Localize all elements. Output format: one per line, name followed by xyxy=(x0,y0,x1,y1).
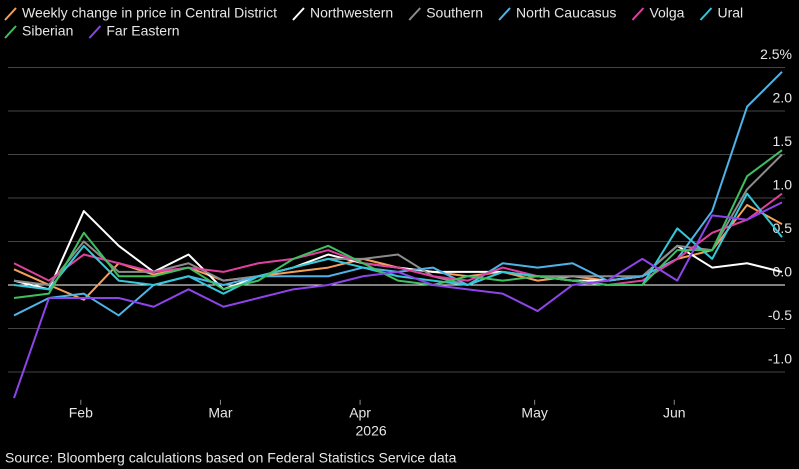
series-line xyxy=(13,203,783,301)
y-tick-label: 1.0 xyxy=(773,177,793,193)
legend-label: Ural xyxy=(717,5,743,21)
x-tick-label: May xyxy=(521,405,547,421)
legend-swatch xyxy=(408,7,421,21)
x-tick-label: Apr xyxy=(349,405,371,421)
series-line xyxy=(13,149,783,300)
legend-label: North Caucasus xyxy=(516,5,616,21)
y-tick-label: 2.5% xyxy=(760,46,792,62)
series-line xyxy=(13,192,783,295)
y-tick-label: 1.5 xyxy=(773,133,793,149)
legend-swatch xyxy=(4,7,17,21)
x-tick-label: Jun xyxy=(663,405,686,421)
y-tick-label: 2.0 xyxy=(773,90,793,106)
series-line xyxy=(13,210,783,291)
y-tick-label: -1.0 xyxy=(768,351,792,367)
source: Source: Bloomberg calculations based on … xyxy=(5,450,457,466)
x-axis-label: 2026 xyxy=(356,423,387,439)
legend-swatch xyxy=(4,25,17,39)
y-tick-label: 0.0 xyxy=(773,264,793,280)
y-tick-label: -0.5 xyxy=(768,307,792,323)
legend-label: Far Eastern xyxy=(106,23,179,39)
legend-swatch xyxy=(631,7,645,21)
legend-swatch xyxy=(699,7,713,21)
legend-swatch xyxy=(498,7,511,21)
x-tick-label: Mar xyxy=(208,405,232,421)
legend-label: Volga xyxy=(649,5,684,21)
series-line xyxy=(13,201,783,399)
x-tick-label: Feb xyxy=(69,405,93,421)
legend-label: Northwestern xyxy=(310,5,393,21)
legend-swatch xyxy=(292,7,305,21)
legend-swatch xyxy=(88,25,102,39)
series-line xyxy=(13,71,783,317)
legend-label: Weekly change in price in Central Distri… xyxy=(22,5,277,21)
legend-label: Southern xyxy=(426,5,483,21)
legend-label: Siberian xyxy=(22,23,73,39)
